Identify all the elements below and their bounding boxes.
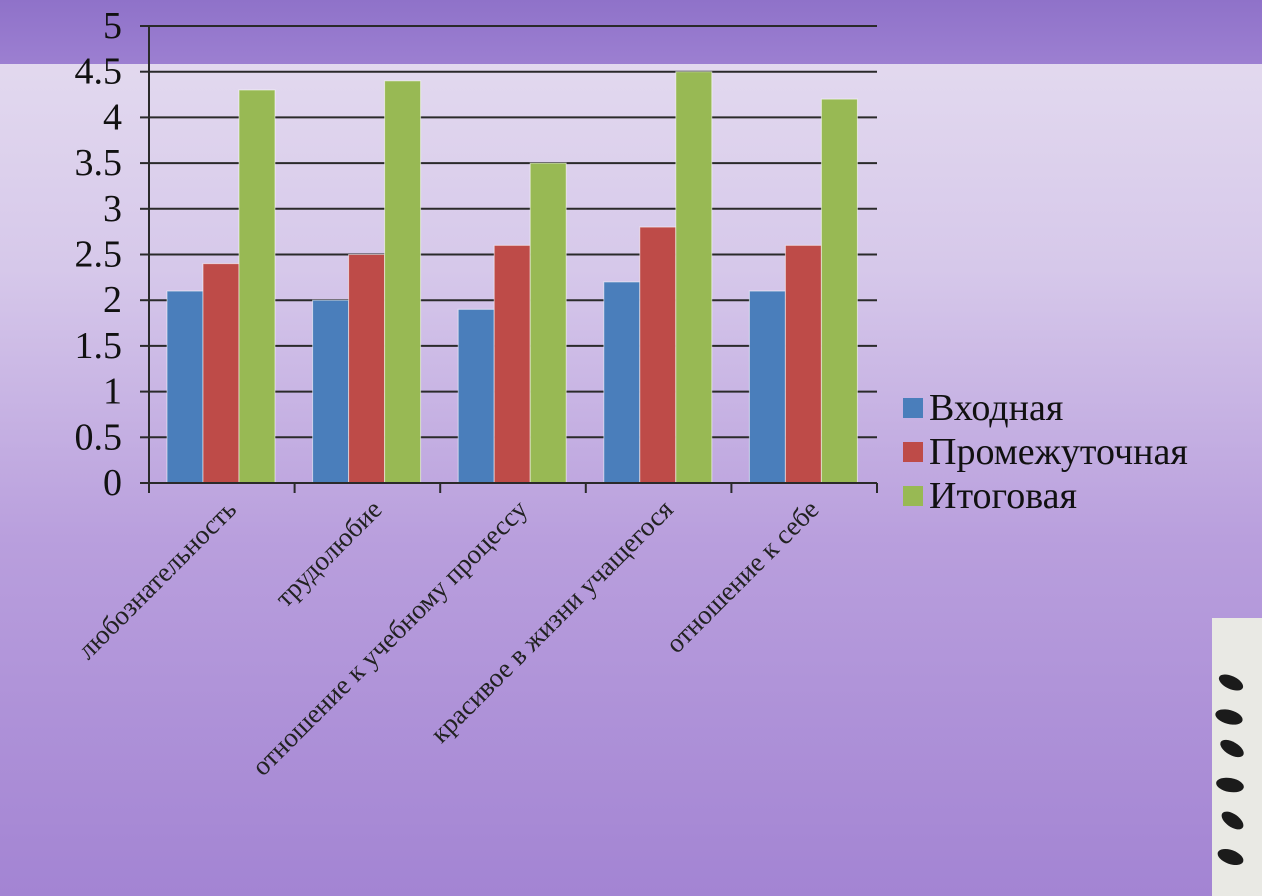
bar xyxy=(457,308,495,484)
bar xyxy=(312,299,350,484)
photo-bean xyxy=(1217,736,1247,761)
y-tick-labels: 00.511.522.533.544.55 xyxy=(75,5,123,504)
photo-bean xyxy=(1215,845,1246,869)
bar xyxy=(820,98,858,484)
y-tick-label: 1.5 xyxy=(75,325,123,367)
y-tick-label: 3 xyxy=(103,188,122,230)
legend-label-intermediate: Промежуточная xyxy=(929,431,1188,473)
bar xyxy=(384,80,422,484)
legend: Входная Промежуточная Итоговая xyxy=(903,386,1188,518)
x-tick-label: любознательность xyxy=(71,494,242,665)
y-tick-label: 0.5 xyxy=(75,416,123,458)
legend-swatch-final xyxy=(903,486,923,506)
y-tick-label: 2.5 xyxy=(75,234,123,276)
y-tick-label: 5 xyxy=(103,5,122,47)
bar xyxy=(202,263,240,484)
bar xyxy=(675,71,713,484)
x-tick-label: трудолюбие xyxy=(269,494,388,613)
photo-bean xyxy=(1213,706,1245,728)
legend-swatch-input xyxy=(903,398,923,418)
bar xyxy=(238,89,276,484)
y-tick-label: 4.5 xyxy=(75,51,123,93)
bar xyxy=(529,162,567,484)
bar xyxy=(603,281,641,484)
bar xyxy=(639,226,677,484)
y-tick-label: 0 xyxy=(103,462,122,504)
legend-item-final: Итоговая xyxy=(903,474,1188,518)
photo-bean xyxy=(1218,808,1247,833)
y-tick-label: 4 xyxy=(103,96,122,138)
bar xyxy=(348,254,386,484)
photo-bean xyxy=(1214,775,1246,795)
legend-label-input: Входная xyxy=(929,387,1064,429)
y-tick-label: 1 xyxy=(103,371,122,413)
bar xyxy=(493,244,531,484)
slide-header-band xyxy=(0,0,1262,64)
bar xyxy=(784,244,822,484)
legend-swatch-intermediate xyxy=(903,442,923,462)
x-tick-label: отношение к себе xyxy=(660,494,825,659)
x-tick-label: красивое в жизни учащегося xyxy=(424,494,678,748)
legend-item-input: Входная xyxy=(903,386,1188,430)
x-tick-label: отношение к учебному процессу xyxy=(246,494,534,782)
y-tick-label: 3.5 xyxy=(75,142,123,184)
corner-photo xyxy=(1212,618,1262,896)
axes xyxy=(148,26,877,484)
y-tick-label: 2 xyxy=(103,279,122,321)
photo-bean xyxy=(1216,671,1246,694)
legend-item-intermediate: Промежуточная xyxy=(903,430,1188,474)
bars xyxy=(166,71,858,484)
bar xyxy=(748,290,786,484)
bar xyxy=(166,290,204,484)
legend-label-final: Итоговая xyxy=(929,475,1077,517)
